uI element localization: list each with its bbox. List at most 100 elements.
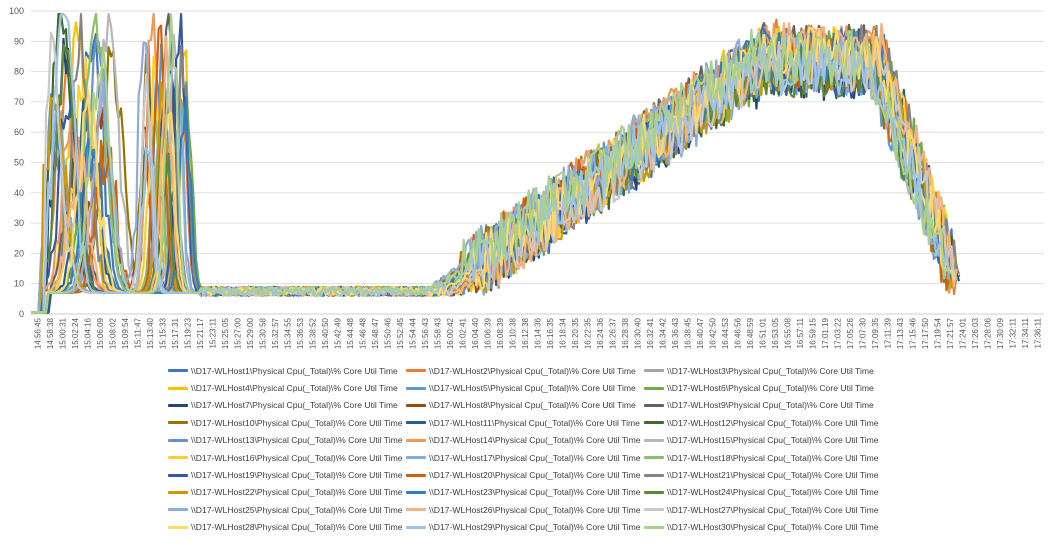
legend-item: \\D17-WLHost5\Physical Cpu(_Total)\% Cor… <box>406 379 644 396</box>
legend-label: \\D17-WLHost3\Physical Cpu(_Total)\% Cor… <box>667 365 874 376</box>
legend-item: \\D17-WLHost10\Physical Cpu(_Total)\% Co… <box>168 414 406 431</box>
x-tick-label: 15:11:47 <box>133 317 142 348</box>
legend-item: \\D17-WLHost2\Physical Cpu(_Total)\% Cor… <box>406 362 644 379</box>
legend-swatch <box>406 438 426 442</box>
legend-swatch <box>406 473 426 477</box>
legend-swatch <box>644 421 664 425</box>
legend-label: \\D17-WLHost20\Physical Cpu(_Total)\% Co… <box>429 470 641 481</box>
legend-label: \\D17-WLHost21\Physical Cpu(_Total)\% Co… <box>667 470 879 481</box>
legend-label: \\D17-WLHost15\Physical Cpu(_Total)\% Co… <box>667 435 879 446</box>
legend-label: \\D17-WLHost22\Physical Cpu(_Total)\% Co… <box>191 487 403 498</box>
x-tick-label: 17:19:54 <box>934 317 943 349</box>
legend-swatch <box>644 508 664 512</box>
legend-item: \\D17-WLHost7\Physical Cpu(_Total)\% Cor… <box>168 397 406 414</box>
x-tick-label: 15:50:46 <box>383 317 392 349</box>
x-tick-label: 16:18:34 <box>559 317 568 349</box>
x-tick-label: 15:04:16 <box>83 317 92 349</box>
legend-item: \\D17-WLHost8\Physical Cpu(_Total)\% Cor… <box>406 397 644 414</box>
x-tick-label: 16:53:05 <box>771 317 780 349</box>
y-tick-label: 50 <box>14 158 24 168</box>
y-tick-label: 40 <box>14 188 24 198</box>
legend-label: \\D17-WLHost27\Physical Cpu(_Total)\% Co… <box>667 504 879 515</box>
legend-item: \\D17-WLHost21\Physical Cpu(_Total)\% Co… <box>644 466 882 483</box>
legend-label: \\D17-WLHost19\Physical Cpu(_Total)\% Co… <box>191 470 403 481</box>
y-tick-label: 20 <box>14 248 24 258</box>
legend-item: \\D17-WLHost15\Physical Cpu(_Total)\% Co… <box>644 432 882 449</box>
legend-swatch <box>644 456 664 460</box>
y-tick-label: 90 <box>14 36 24 46</box>
x-tick-label: 15:29:00 <box>246 317 255 349</box>
x-tick-label: 15:06:09 <box>96 317 105 349</box>
legend-item: \\D17-WLHost19\Physical Cpu(_Total)\% Co… <box>168 466 406 483</box>
legend-item: \\D17-WLHost16\Physical Cpu(_Total)\% Co… <box>168 449 406 466</box>
x-tick-label: 17:34:11 <box>1021 317 1030 348</box>
x-tick-label: 15:30:58 <box>258 317 267 349</box>
y-tick-label: 80 <box>14 67 24 77</box>
x-tick-label: 17:21:57 <box>946 317 955 349</box>
x-tick-label: 16:24:36 <box>596 317 605 349</box>
x-tick-label: 16:40:47 <box>696 317 705 349</box>
x-tick-label: 17:15:46 <box>909 317 918 349</box>
x-tick-label: 16:38:45 <box>684 317 693 349</box>
x-tick-label: 15:40:50 <box>321 317 330 349</box>
x-tick-label: 15:58:43 <box>433 317 442 349</box>
legend-swatch <box>406 508 426 512</box>
legend-swatch <box>168 386 188 390</box>
x-tick-label: 15:08:02 <box>108 317 117 349</box>
legend-swatch <box>406 456 426 460</box>
x-tick-label: 16:20:35 <box>571 317 580 349</box>
legend-item: \\D17-WLHost14\Physical Cpu(_Total)\% Co… <box>406 432 644 449</box>
legend-swatch <box>168 438 188 442</box>
x-tick-label: 16:04:40 <box>471 317 480 349</box>
y-tick-label: 10 <box>14 279 24 289</box>
legend-label: \\D17-WLHost9\Physical Cpu(_Total)\% Cor… <box>667 400 874 411</box>
x-tick-label: 16:06:39 <box>483 317 492 349</box>
legend-item: \\D17-WLHost6\Physical Cpu(_Total)\% Cor… <box>644 379 882 396</box>
legend-swatch <box>406 490 426 494</box>
x-tick-label: 15:23:11 <box>208 317 217 348</box>
legend-item: \\D17-WLHost24\Physical Cpu(_Total)\% Co… <box>644 484 882 501</box>
legend-label: \\D17-WLHost18\Physical Cpu(_Total)\% Co… <box>667 452 879 463</box>
x-tick-label: 15:54:44 <box>408 317 417 349</box>
x-tick-label: 17:36:11 <box>1034 317 1043 348</box>
legend-label: \\D17-WLHost6\Physical Cpu(_Total)\% Cor… <box>667 383 874 394</box>
x-tick-label: 15:46:48 <box>358 317 367 349</box>
x-tick-label: 15:13:40 <box>146 317 155 349</box>
x-tick-label: 16:34:42 <box>659 317 668 349</box>
x-tick-label: 15:42:49 <box>333 317 342 349</box>
legend-label: \\D17-WLHost26\Physical Cpu(_Total)\% Co… <box>429 504 641 515</box>
x-tick-label: 14:58:38 <box>46 317 55 349</box>
x-tick-label: 16:55:08 <box>784 317 793 349</box>
x-tick-label: 16:30:40 <box>634 317 643 349</box>
legend-item: \\D17-WLHost25\Physical Cpu(_Total)\% Co… <box>168 501 406 518</box>
x-tick-label: 16:22:35 <box>584 317 593 349</box>
series-line-host30 <box>31 13 950 314</box>
legend-label: \\D17-WLHost7\Physical Cpu(_Total)\% Cor… <box>191 400 398 411</box>
legend-item: \\D17-WLHost29\Physical Cpu(_Total)\% Co… <box>406 519 644 536</box>
x-tick-label: 16:10:38 <box>508 317 517 349</box>
x-tick-label: 15:19:23 <box>183 317 192 349</box>
legend-swatch <box>406 421 426 425</box>
x-tick-label: 16:57:11 <box>796 317 805 348</box>
x-tick-label: 15:27:00 <box>233 317 242 349</box>
x-tick-label: 15:25:05 <box>221 317 230 349</box>
x-tick-label: 16:16:35 <box>546 317 555 349</box>
legend-swatch <box>406 386 426 390</box>
x-tick-label: 15:21:17 <box>196 317 205 349</box>
x-tick-label: 15:00:31 <box>58 317 67 349</box>
legend-item: \\D17-WLHost11\Physical Cpu(_Total)\% Co… <box>406 414 644 431</box>
legend-item: \\D17-WLHost17\Physical Cpu(_Total)\% Co… <box>406 449 644 466</box>
x-tick-label: 16:02:41 <box>458 317 467 349</box>
legend-swatch <box>168 508 188 512</box>
legend-item: \\D17-WLHost18\Physical Cpu(_Total)\% Co… <box>644 449 882 466</box>
x-tick-label: 16:42:50 <box>709 317 718 349</box>
x-tick-label: 17:24:01 <box>959 317 968 349</box>
legend-item: \\D17-WLHost27\Physical Cpu(_Total)\% Co… <box>644 501 882 518</box>
legend-swatch <box>168 456 188 460</box>
x-tick-label: 15:52:45 <box>396 317 405 349</box>
x-tick-label: 15:32:57 <box>271 317 280 349</box>
x-tick-label: 16:08:39 <box>496 317 505 349</box>
x-tick-label: 15:09:54 <box>121 317 130 349</box>
legend-label: \\D17-WLHost25\Physical Cpu(_Total)\% Co… <box>191 504 403 515</box>
